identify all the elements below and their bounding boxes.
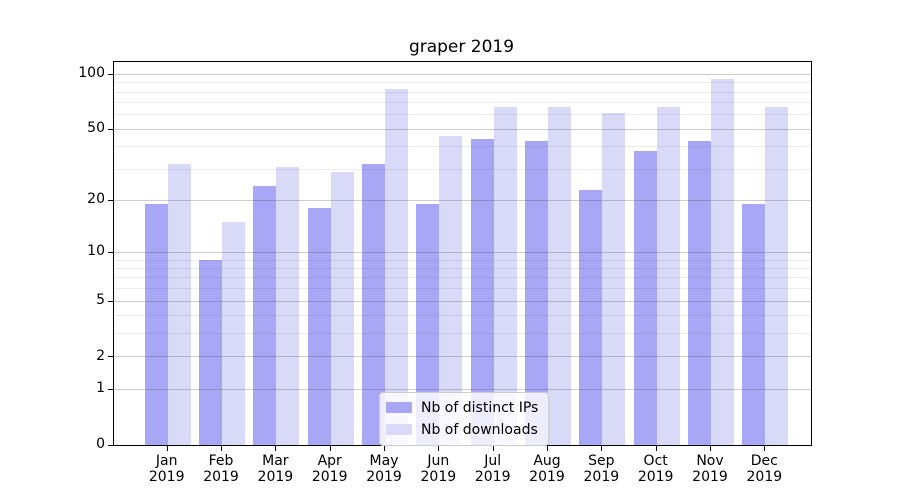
bar-distinct-ips-jul	[470, 139, 494, 445]
x-tick-mark-aug	[547, 446, 548, 451]
x-tick-mark-jun	[438, 446, 440, 451]
bar-distinct-ips-aug	[525, 141, 548, 445]
x-tick-label-dec: Dec 2019	[746, 453, 783, 485]
bar-downloads-mar	[276, 166, 300, 445]
y-tick-label-2: 2	[96, 347, 105, 364]
x-tick-label-sep: Sep 2019	[583, 453, 620, 485]
gridline-minor-80	[114, 91, 811, 93]
x-tick-label-aug: Aug 2019	[529, 453, 565, 485]
bar-downloads-dec	[765, 107, 789, 445]
x-tick-mark-apr	[329, 446, 331, 451]
gridline-minor-70	[114, 102, 811, 104]
bar-downloads-jun	[439, 135, 463, 445]
bar-downloads-aug	[548, 107, 571, 445]
x-tick-label-oct: Oct 2019	[637, 453, 674, 485]
x-tick-mark-jul	[492, 446, 494, 451]
legend-swatch-distinct-ips	[386, 402, 412, 413]
gridline-major-100	[114, 73, 811, 75]
y-tick-mark-10	[108, 251, 113, 253]
x-tick-mark-dec	[764, 446, 766, 451]
y-tick-label-50: 50	[87, 120, 105, 137]
bar-downloads-sep	[602, 113, 626, 445]
bar-distinct-ips-mar	[253, 186, 277, 445]
x-tick-label-feb: Feb 2019	[203, 453, 239, 485]
x-tick-label-jan: Jan 2019	[148, 453, 185, 485]
x-tick-mark-may	[384, 446, 386, 451]
x-tick-mark-sep	[601, 446, 603, 451]
y-tick-mark-5	[108, 300, 113, 302]
chart-title: graper 2019	[408, 37, 515, 57]
y-tick-mark-50	[108, 128, 113, 130]
bar-downloads-oct	[656, 107, 680, 445]
x-tick-mark-nov	[710, 446, 711, 451]
bar-downloads-jan	[167, 164, 191, 445]
y-tick-label-1: 1	[96, 380, 105, 397]
y-tick-mark-2	[108, 356, 113, 358]
bar-distinct-ips-jun	[416, 204, 440, 445]
plot-area: Nb of distinct IPs Nb of downloads	[108, 61, 812, 446]
legend-label-distinct-ips: Nb of distinct IPs	[421, 399, 539, 416]
x-tick-mark-mar	[275, 446, 277, 451]
y-tick-mark-1	[108, 388, 113, 390]
legend: Nb of distinct IPs Nb of downloads	[379, 392, 550, 446]
x-tick-label-may: May 2019	[366, 453, 402, 485]
y-tick-mark-0	[108, 444, 113, 446]
bar-distinct-ips-jan	[144, 204, 168, 445]
x-tick-label-mar: Mar 2019	[257, 453, 294, 485]
bar-distinct-ips-nov	[688, 141, 711, 445]
legend-item-downloads: Nb of downloads	[386, 420, 538, 439]
y-tick-mark-100	[108, 73, 113, 75]
y-tick-label-100: 100	[78, 65, 105, 82]
bar-downloads-jul	[493, 107, 517, 445]
bar-distinct-ips-apr	[307, 208, 331, 445]
bar-downloads-nov	[711, 79, 734, 445]
y-tick-label-0: 0	[96, 436, 105, 452]
y-tick-label-20: 20	[87, 191, 105, 208]
gridline-minor-60	[114, 114, 811, 116]
bar-downloads-may	[385, 89, 409, 445]
legend-label-downloads: Nb of downloads	[421, 421, 538, 438]
x-tick-label-nov: Nov 2019	[692, 453, 728, 485]
bar-distinct-ips-feb	[199, 260, 223, 445]
x-tick-mark-oct	[655, 446, 657, 451]
bar-distinct-ips-may	[362, 164, 386, 445]
legend-swatch-downloads	[386, 424, 412, 435]
y-tick-label-10: 10	[87, 243, 105, 260]
bar-distinct-ips-dec	[742, 204, 766, 445]
gridline-major-50	[114, 128, 811, 130]
x-tick-mark-jan	[166, 446, 168, 451]
bar-downloads-feb	[222, 222, 246, 445]
bar-distinct-ips-sep	[579, 189, 603, 445]
x-tick-mark-feb	[221, 446, 223, 451]
legend-item-distinct-ips: Nb of distinct IPs	[386, 398, 538, 417]
y-tick-mark-20	[108, 199, 113, 201]
x-tick-label-apr: Apr 2019	[311, 453, 348, 485]
x-tick-label-jul: Jul 2019	[474, 453, 511, 485]
bar-downloads-apr	[330, 171, 354, 445]
bar-distinct-ips-oct	[633, 150, 657, 445]
x-tick-label-jun: Jun 2019	[420, 453, 457, 485]
gridline-minor-90	[114, 82, 811, 84]
y-tick-label-5: 5	[96, 292, 105, 309]
